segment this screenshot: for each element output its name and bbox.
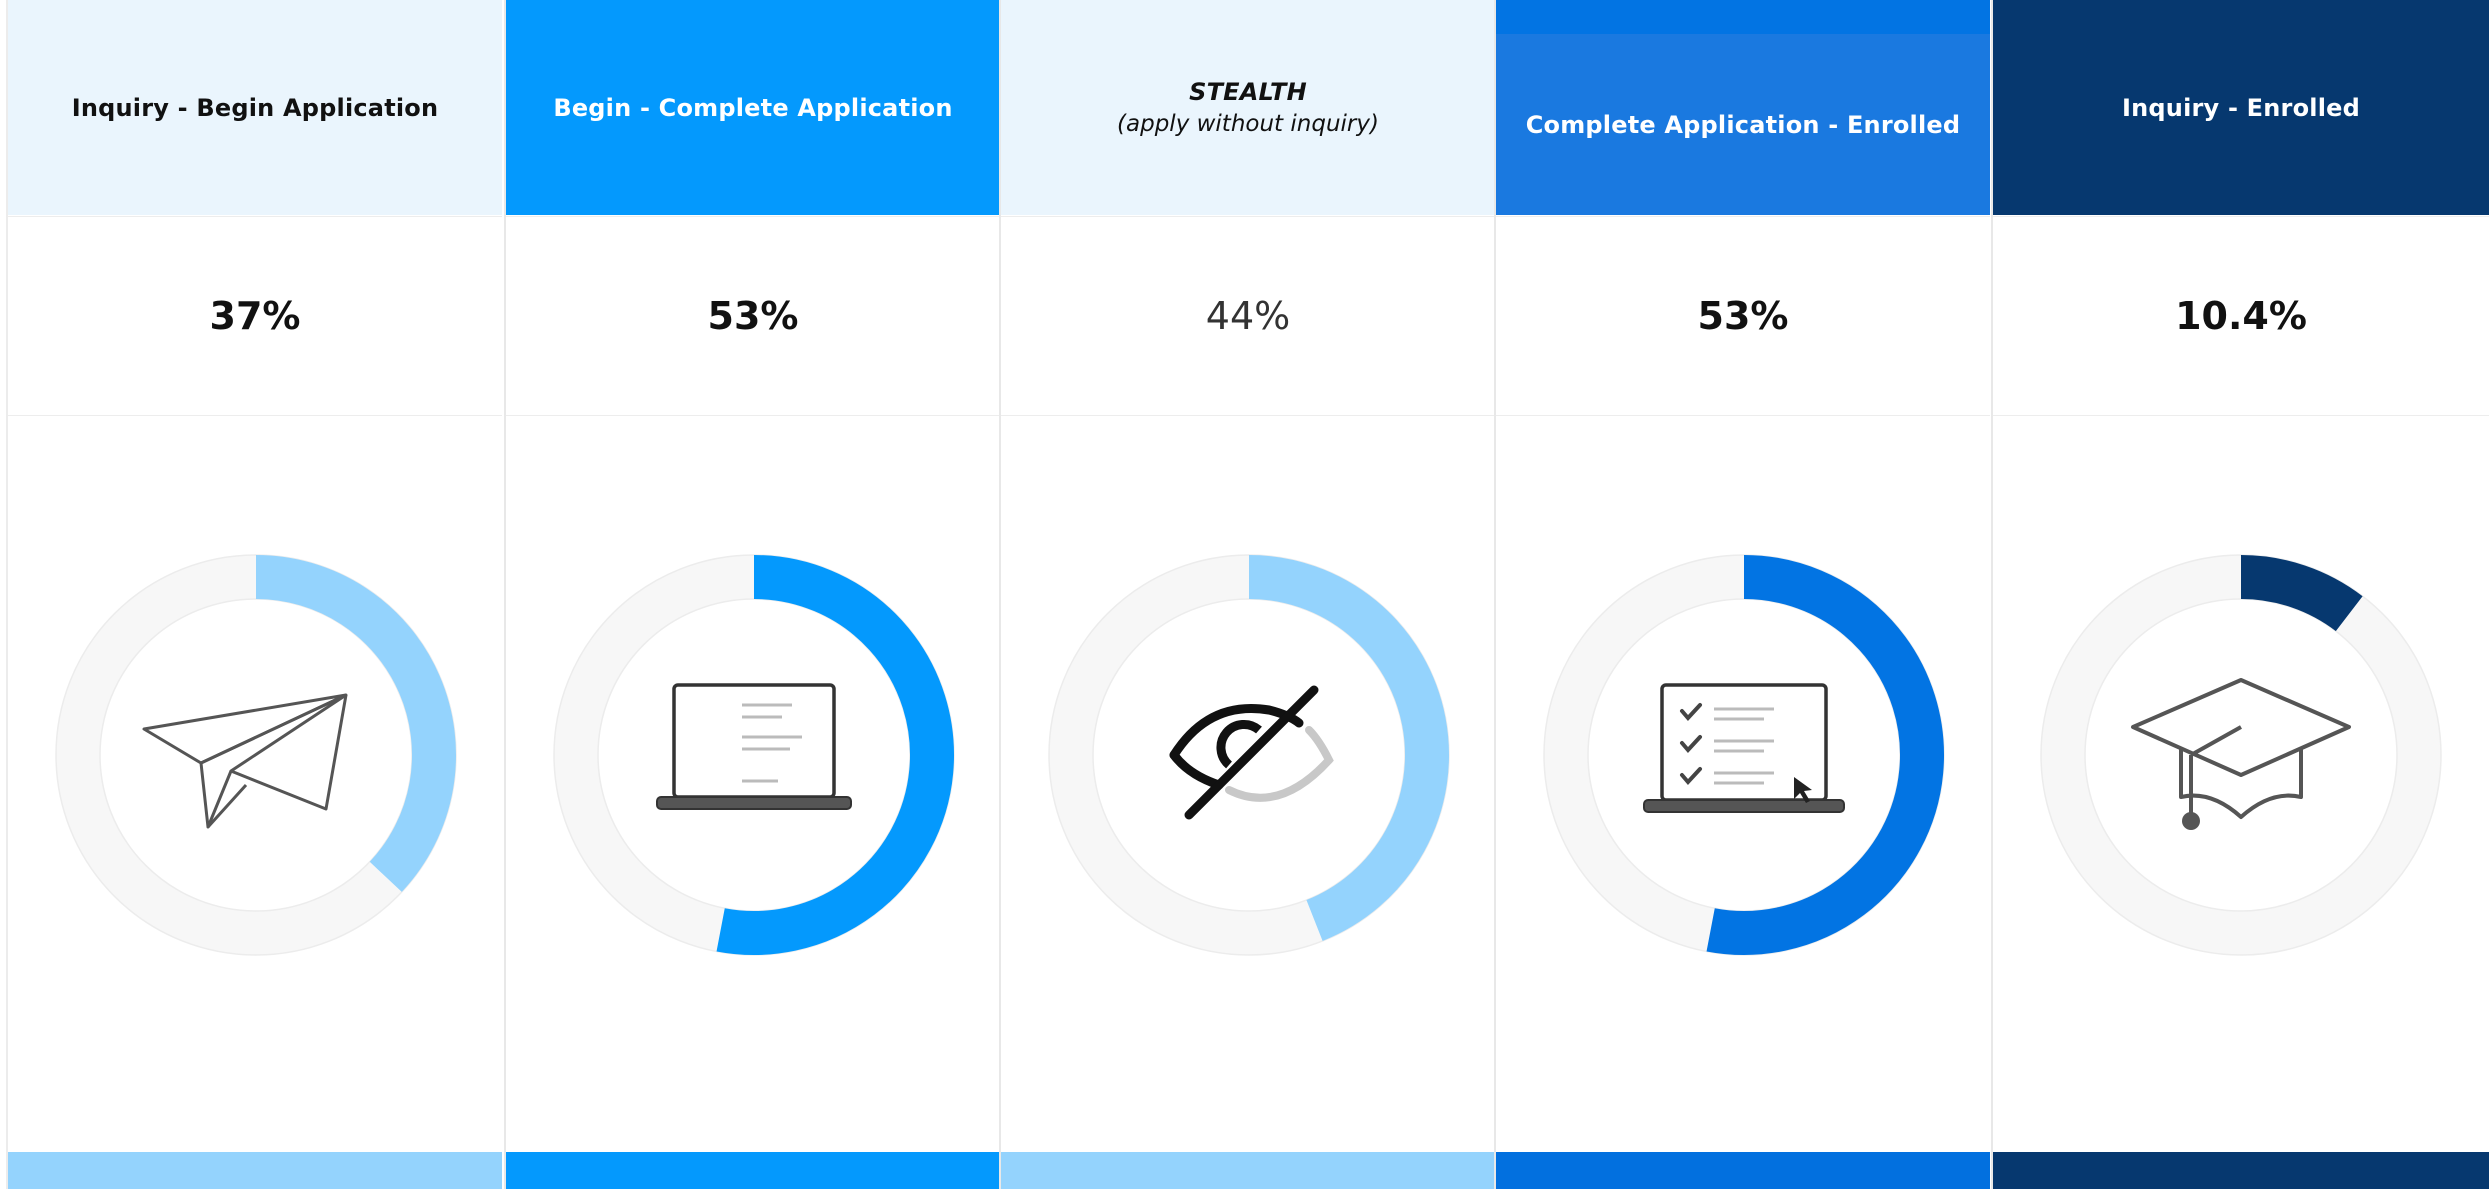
column-title: Begin - Complete Application [553,93,953,122]
column-subtitle: (apply without inquiry) [1117,110,1379,137]
column-header: Begin - Complete Application [506,0,1000,215]
donut-area [8,417,502,1152]
donut-area [1993,417,2489,1152]
donut-area [1001,417,1495,1152]
eye-slash-icon [1169,685,1334,820]
footer-bar [1496,1152,1990,1189]
column-inquiry-enrolled: Inquiry - Enrolled 10.4% [1991,0,2489,1189]
footer-bar [8,1152,502,1189]
column-title: Inquiry - Enrolled [2122,93,2360,122]
footer-bar [1001,1152,1495,1189]
donut-chart [1543,554,1945,956]
donut-value-arc [255,555,456,892]
percent-value: 44% [1205,294,1291,338]
percent-row: 53% [506,216,1000,416]
checklist-laptop-icon [1643,683,1845,813]
graduation-cap-icon [2131,678,2351,830]
percent-value: 53% [707,294,799,338]
donut-value-arc [716,555,954,955]
donut-chart [1048,554,1450,956]
column-header: Inquiry - Enrolled [1993,0,2489,215]
column-title: Complete Application - Enrolled [1525,110,1961,139]
column-header: Inquiry - Begin Application [8,0,502,215]
donut-value-arc [1706,555,1944,955]
donut-chart [553,554,955,956]
percent-row: 44% [1001,216,1495,416]
donut-area [506,417,1000,1152]
donut-chart [2040,554,2442,956]
column-title: Inquiry - Begin Application [71,93,439,122]
donut-chart [55,554,457,956]
column-complete-enrolled: Complete Application - Enrolled 53% [1494,0,1990,1189]
column-header: STEALTH (apply without inquiry) [1001,0,1495,215]
column-begin-complete: Begin - Complete Application 53% [504,0,1000,1189]
column-inquiry-begin: Inquiry - Begin Application 37% [6,0,502,1189]
percent-value: 37% [209,294,301,338]
percent-row: 10.4% [1993,216,2489,416]
footer-bar [1993,1152,2489,1189]
percent-row: 53% [1496,216,1990,416]
donut-value-arc [2240,555,2363,632]
donut-area [1496,417,1990,1152]
donut-value-arc [1248,555,1449,941]
laptop-icon [656,683,852,810]
percent-value: 10.4% [2175,294,2307,338]
percent-row: 37% [8,216,502,416]
percent-value: 53% [1697,294,1789,338]
footer-bar [506,1152,1000,1189]
column-header: Complete Application - Enrolled [1496,0,1990,215]
column-title: STEALTH [1189,77,1307,106]
paper-plane-icon [142,693,348,829]
column-stealth: STEALTH (apply without inquiry) 44% [999,0,1495,1189]
